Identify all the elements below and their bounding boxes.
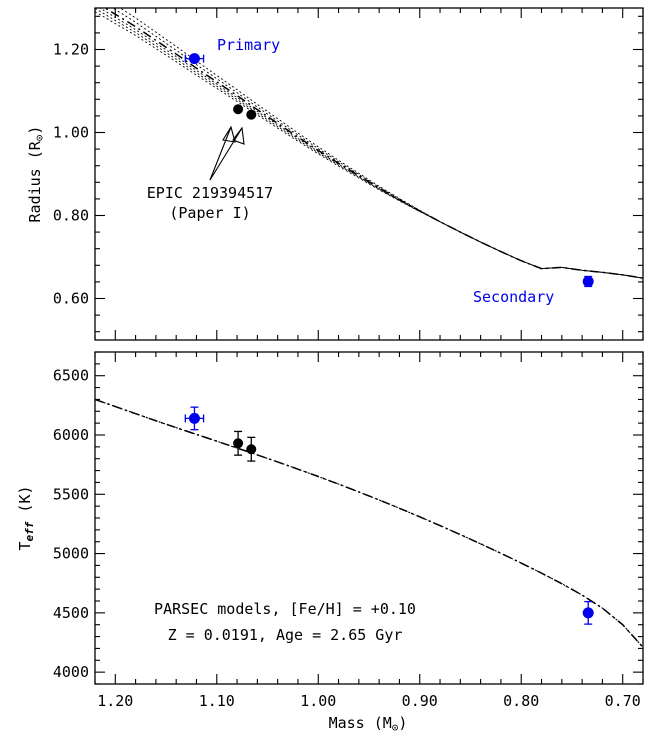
- radius-ytick-labels: 0.60 0.80 1.00 1.20: [53, 41, 89, 308]
- radius-point-epic-219394517-b: [246, 109, 257, 120]
- teff-ytick-label: 6500: [53, 367, 89, 385]
- mass-xtick-label: 0.80: [503, 692, 539, 710]
- teff-model-isochrones: [95, 398, 643, 648]
- radius-isochrone-curve: [119, 8, 643, 279]
- epic-label-line2: (Paper I): [169, 204, 250, 222]
- teff-point-secondary: [582, 607, 594, 619]
- radius-ytick-label: 1.20: [53, 41, 89, 59]
- epic-arrow-a: [209, 126, 232, 181]
- radius-model-isochrones: [95, 8, 643, 279]
- teff-point-epic-219394517-b: [246, 444, 257, 455]
- teff-ytick-label: 4500: [53, 604, 89, 622]
- teff-axis-label: Teff (K): [16, 485, 36, 550]
- epic-label-line1: EPIC 219394517: [147, 184, 273, 202]
- radius-panel: 0.60 0.80 1.00 1.20 Radius (R⊙) Primary Sec…: [26, 7, 644, 341]
- teff-data-points: [184, 406, 594, 625]
- radius-data-points: [184, 53, 594, 288]
- models-label-line2: Z = 0.0191, Age = 2.65 Gyr: [168, 626, 403, 644]
- mass-xtick-labels: 1.20 1.10 1.00 0.90 0.80 0.70: [97, 692, 641, 710]
- radius-ytick-label: 0.60: [53, 290, 89, 308]
- teff-panel: 4000 4500 5000 5500 6000 6500 1.20 1.10 1.00 0.9…: [16, 351, 644, 734]
- radius-point-epic-219394517-a: [233, 104, 244, 115]
- teff-panel-ticks: [94, 351, 644, 685]
- epic-arrow-b: [209, 127, 243, 181]
- epic-arrows: [209, 125, 245, 181]
- models-label-line1: PARSEC models, [Fe/H] = +0.10: [154, 600, 416, 618]
- teff-ytick-label: 5000: [53, 545, 89, 563]
- teff-ytick-labels: 4000 4500 5000 5500 6000 6500: [53, 367, 89, 681]
- radius-panel-frame: [94, 7, 644, 341]
- primary-label: Primary: [217, 36, 280, 54]
- radius-ytick-label: 0.80: [53, 207, 89, 225]
- teff-point-primary: [188, 412, 200, 424]
- radius-axis-label: Radius (R⊙): [26, 126, 46, 223]
- teff-ytick-label: 5500: [53, 485, 89, 503]
- radius-isochrone-curve: [103, 8, 643, 279]
- radius-isochrone-curve: [98, 8, 643, 279]
- mass-xtick-label: 1.10: [199, 692, 235, 710]
- radius-point-primary: [188, 53, 200, 65]
- mass-xtick-label: 0.70: [605, 692, 641, 710]
- epic-arrowhead-a: [222, 125, 236, 143]
- mass-axis-label: Mass (M⊙): [329, 714, 408, 734]
- mass-xtick-label: 0.90: [402, 692, 438, 710]
- mass-xtick-label: 1.20: [97, 692, 133, 710]
- radius-panel-ticks: [94, 8, 644, 340]
- radius-ytick-label: 1.00: [53, 124, 89, 142]
- radius-isochrone-curve: [95, 8, 643, 279]
- teff-ytick-label: 4000: [53, 663, 89, 681]
- epic-arrowhead-b: [232, 126, 245, 145]
- teff-point-epic-219394517-a: [233, 438, 244, 449]
- teff-ytick-label: 6000: [53, 426, 89, 444]
- secondary-label: Secondary: [473, 288, 554, 306]
- mass-xtick-label: 1.00: [300, 692, 336, 710]
- teff-isochrone-curve: [95, 398, 643, 648]
- radius-point-secondary: [582, 275, 594, 287]
- teff-isochrone-curve: [95, 398, 643, 648]
- radius-isochrone-curve: [95, 11, 643, 279]
- radius-isochrone-curve: [111, 8, 643, 279]
